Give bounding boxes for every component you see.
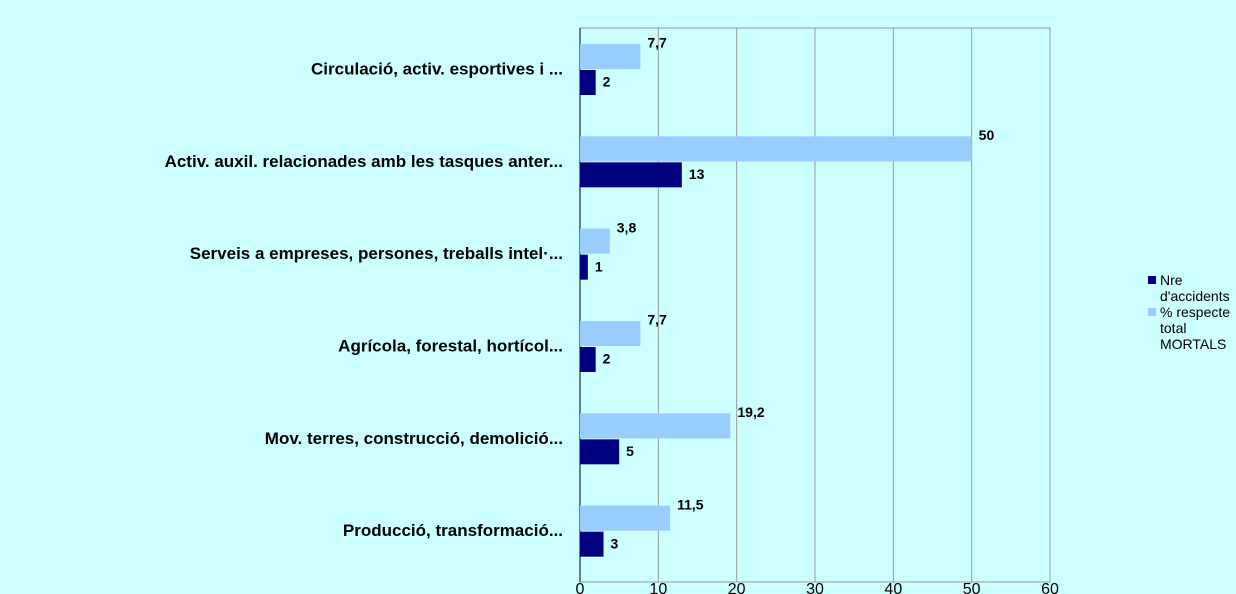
category-label: Serveis a empreses, persones, treballs i…: [190, 244, 563, 263]
category-label: Agrícola, forestal, hortícol...: [338, 336, 563, 355]
legend-swatch: [1148, 308, 1156, 316]
data-label: 7,7: [647, 35, 667, 51]
x-tick-label: 10: [649, 581, 667, 594]
bar: [580, 505, 671, 531]
data-label: 1: [595, 258, 603, 274]
bar: [580, 347, 596, 372]
category-label: Activ. auxil. relacionades amb les tasqu…: [165, 152, 563, 171]
legend-label: % respecte total MORTALS: [1160, 304, 1231, 352]
bar: [580, 254, 588, 280]
bar: [580, 321, 641, 346]
category-label: Mov. terres, construcció, demolició...: [265, 429, 563, 448]
legend-item: % respecte total MORTALS: [1146, 304, 1236, 352]
bar: [580, 44, 641, 69]
data-label: 13: [689, 166, 705, 182]
legend-label: Nre d'accidents: [1160, 272, 1230, 304]
data-label: 5: [626, 443, 634, 459]
bar: [580, 70, 596, 95]
data-label: 7,7: [647, 312, 667, 328]
data-label: 3,8: [617, 219, 637, 235]
bar: [580, 228, 610, 254]
bar: [580, 136, 972, 162]
data-label: 2: [603, 74, 611, 90]
category-label: Circulació, activ. esportives i ...: [311, 59, 563, 78]
data-label: 3: [611, 535, 619, 551]
x-tick-label: 30: [806, 581, 824, 594]
x-tick-label: 40: [884, 581, 902, 594]
x-tick-label: 50: [963, 581, 981, 594]
x-tick-label: 20: [728, 581, 746, 594]
data-label: 11,5: [677, 496, 704, 512]
x-tick-label: 60: [1041, 581, 1059, 594]
category-label: Producció, transformació...: [343, 521, 563, 540]
data-label: 19,2: [737, 404, 764, 420]
bar: [580, 162, 682, 188]
legend: Nre d'accidents% respecte total MORTALS: [1146, 272, 1236, 352]
data-label: 2: [603, 351, 611, 367]
x-tick-label: 0: [576, 581, 585, 594]
legend-item: Nre d'accidents: [1146, 272, 1236, 304]
data-label: 50: [979, 127, 995, 143]
bar: [580, 531, 604, 557]
legend-swatch: [1148, 276, 1156, 284]
bar: [580, 439, 620, 465]
bar: [580, 413, 731, 439]
